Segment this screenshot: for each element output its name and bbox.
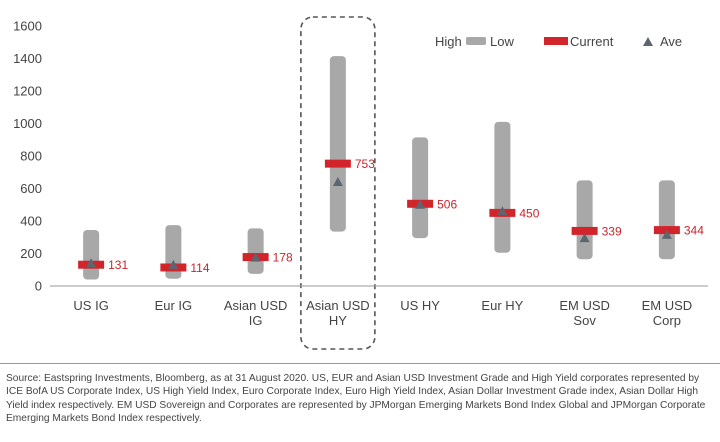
high-low-range-bar bbox=[658, 180, 675, 260]
y-tick-label: 400 bbox=[20, 214, 42, 229]
y-tick-label: 200 bbox=[20, 246, 42, 261]
category-label: US HY bbox=[400, 298, 440, 313]
high-low-range-bar bbox=[576, 180, 593, 260]
current-value-label: 339 bbox=[602, 224, 622, 238]
y-tick-label: 1600 bbox=[13, 19, 42, 34]
average-marker bbox=[579, 233, 590, 243]
average-marker bbox=[250, 252, 261, 262]
average-marker bbox=[168, 259, 179, 269]
average-marker bbox=[86, 258, 97, 268]
current-value-label: 178 bbox=[273, 251, 293, 265]
y-tick-label: 1400 bbox=[13, 51, 42, 66]
current-value-label: 131 bbox=[108, 258, 128, 272]
average-marker bbox=[497, 206, 508, 216]
current-value-label: 344 bbox=[684, 224, 704, 238]
average-marker bbox=[415, 199, 426, 209]
high-low-range-bar bbox=[412, 137, 429, 239]
category-label: Eur HY bbox=[481, 298, 523, 313]
high-low-range-bar bbox=[329, 56, 346, 232]
category-label: Asian USD HY bbox=[306, 298, 370, 328]
y-tick-label: 800 bbox=[20, 149, 42, 164]
footer-divider bbox=[0, 363, 720, 364]
category-label: Asian USD IG bbox=[224, 298, 288, 328]
category-label: US IG bbox=[73, 298, 108, 313]
range-chart: 0 200 400 600 800 1000 1200 1400 1600 US IG Eur IG… bbox=[13, 16, 708, 350]
legend-low-label: Low bbox=[490, 34, 514, 49]
category-label: EM USD Corp bbox=[642, 298, 693, 328]
legend-average-label: Ave bbox=[660, 34, 682, 49]
legend-range-swatch bbox=[466, 37, 486, 45]
current-value-label: 753 bbox=[355, 157, 375, 171]
current-value-label: 450 bbox=[519, 206, 539, 220]
current-value-label: 506 bbox=[437, 197, 457, 211]
current-value-label: 114 bbox=[190, 261, 209, 275]
current-marker bbox=[324, 159, 351, 168]
legend-current-label: Current bbox=[570, 34, 614, 49]
y-tick-label: 600 bbox=[20, 181, 42, 196]
category-label: EM USD Sov bbox=[559, 298, 610, 328]
high-low-range-bar bbox=[247, 228, 264, 274]
y-tick-label: 0 bbox=[35, 279, 42, 294]
y-tick-label: 1000 bbox=[13, 116, 42, 131]
category-label: Eur IG bbox=[155, 298, 193, 313]
legend-current-swatch bbox=[544, 37, 568, 45]
current-marker bbox=[571, 226, 598, 235]
high-low-range-bar bbox=[83, 229, 100, 280]
high-low-range-bar bbox=[494, 121, 511, 253]
y-tick-label: 1200 bbox=[13, 84, 42, 99]
average-marker bbox=[332, 177, 343, 186]
legend-average-swatch bbox=[643, 37, 653, 46]
source-note: Source: Eastspring Investments, Bloomber… bbox=[6, 373, 706, 425]
legend-high-label: High bbox=[435, 34, 462, 49]
average-marker bbox=[661, 229, 672, 239]
